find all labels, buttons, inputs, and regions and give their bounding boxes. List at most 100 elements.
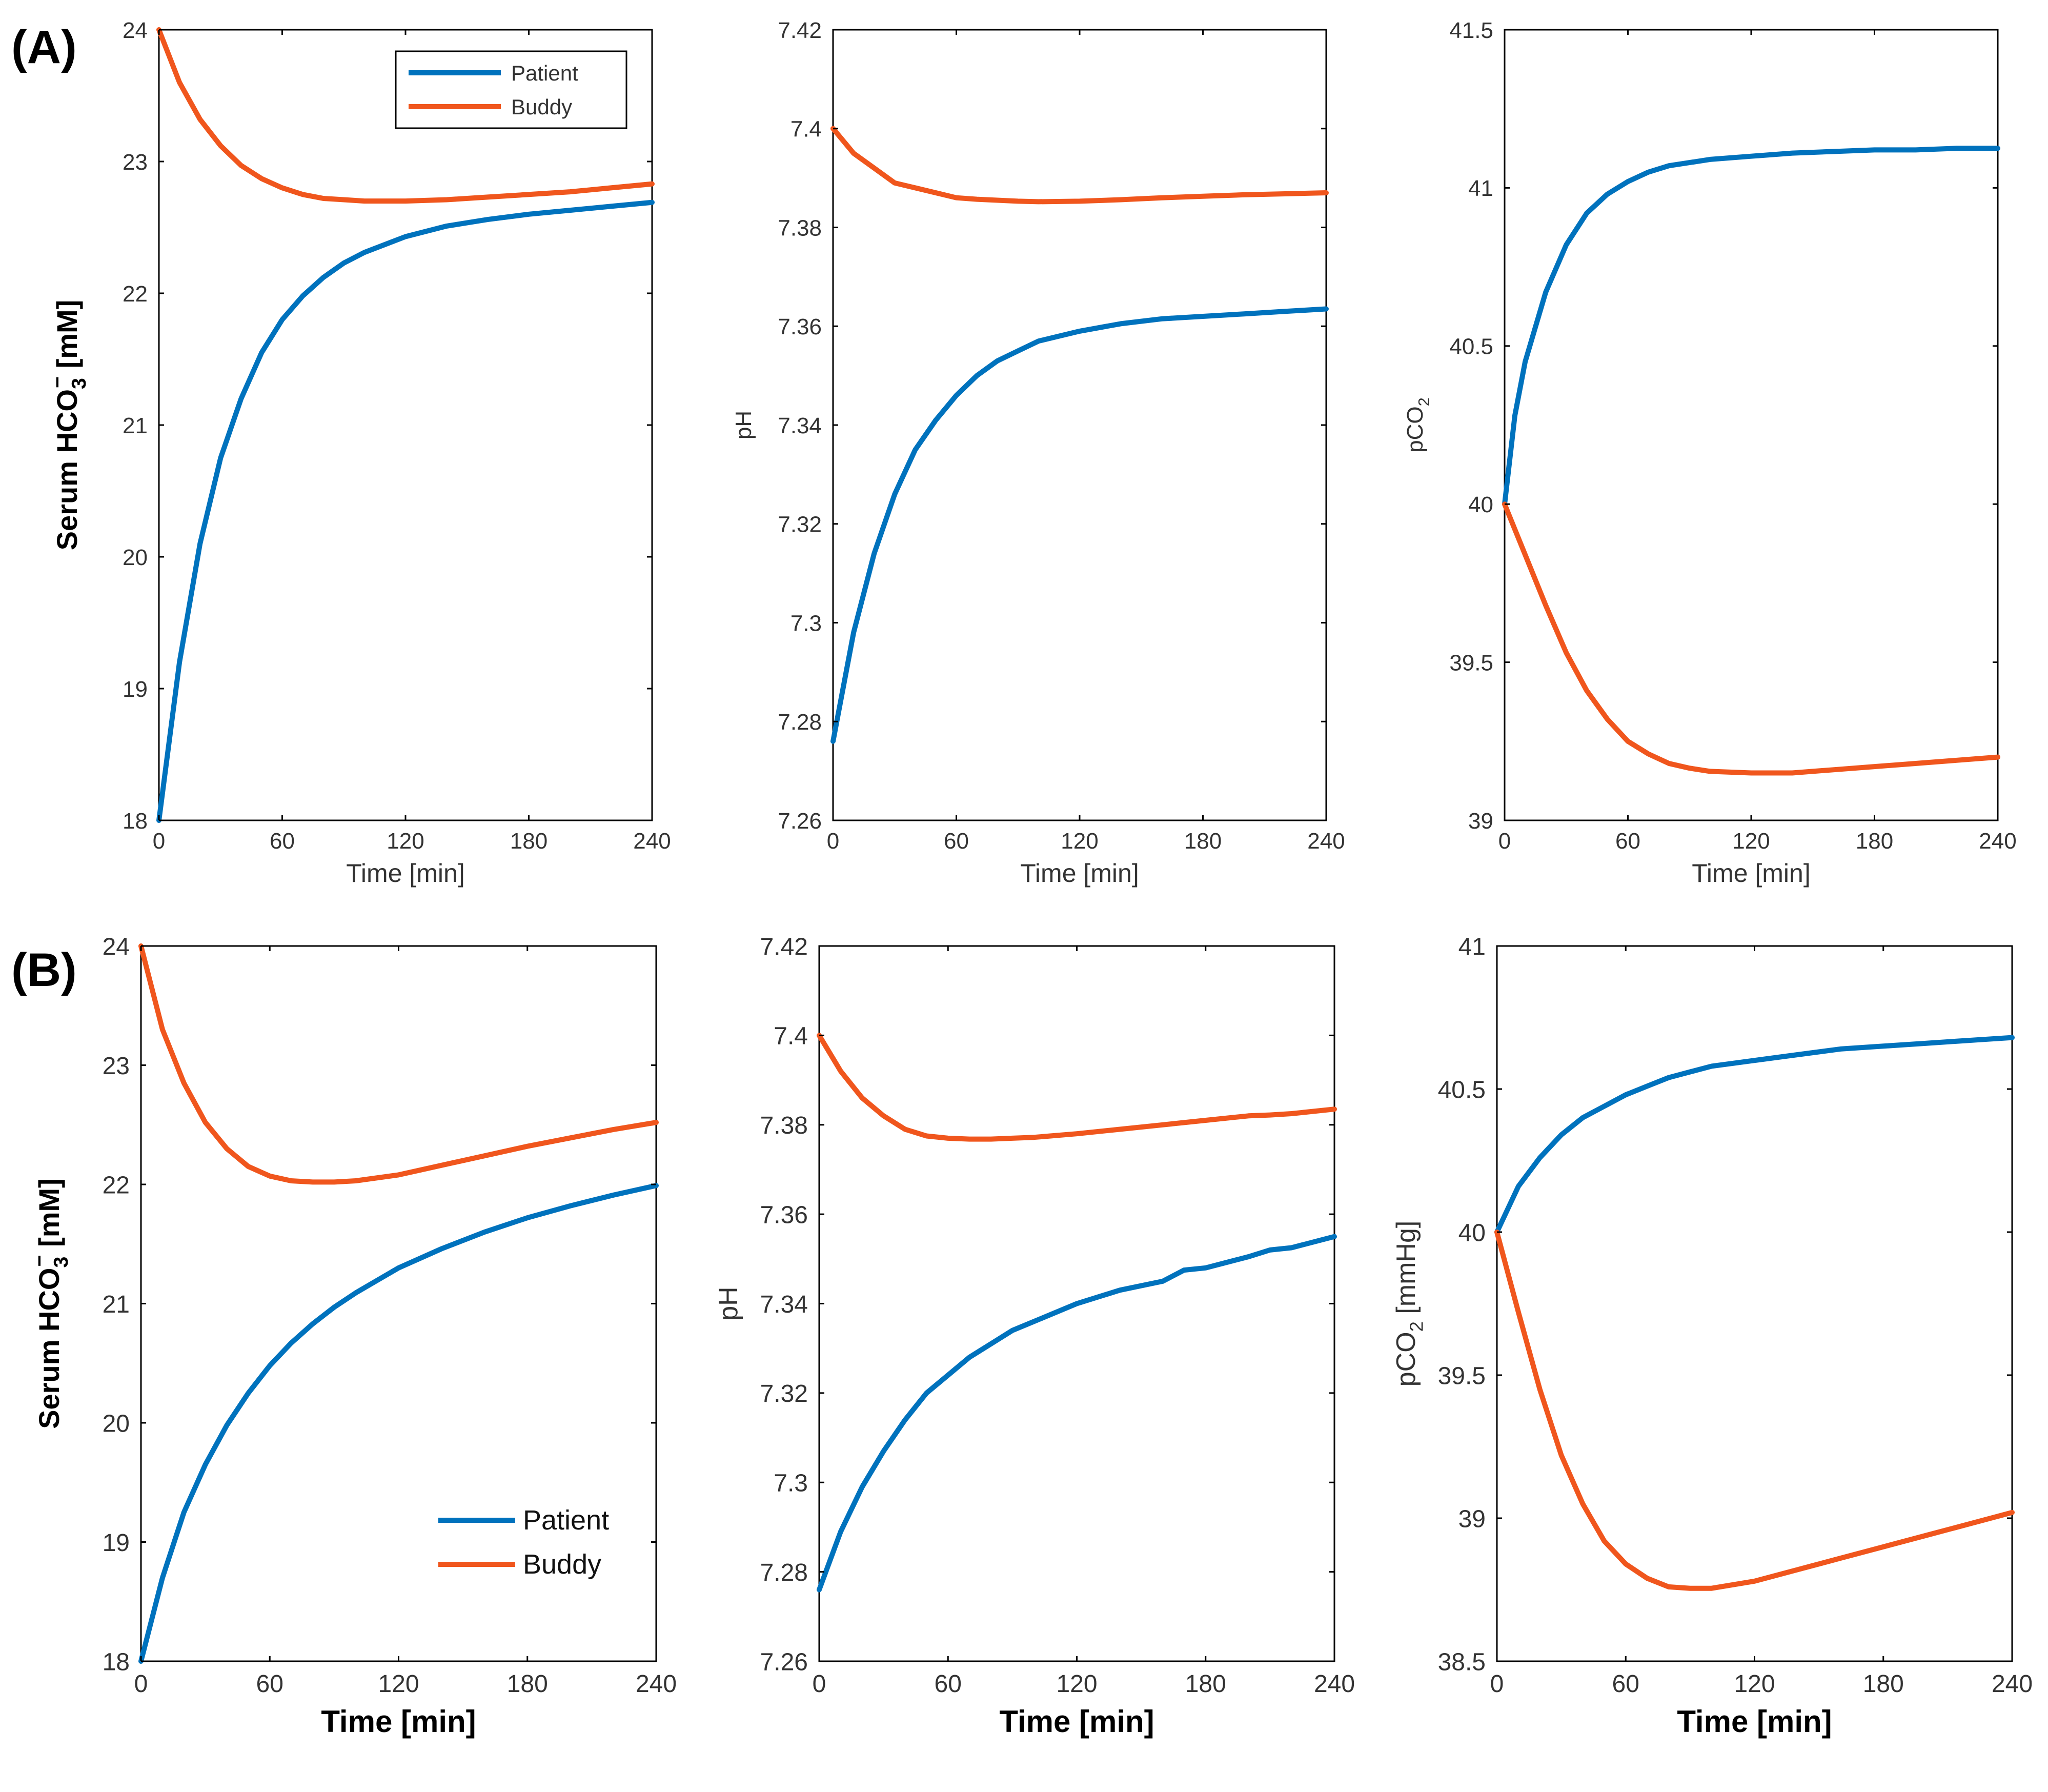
series-line-buddy [1494, 1230, 2015, 1591]
x-tick-label: 240 [1314, 1670, 1355, 1698]
y-tick-label: 7.36 [778, 314, 822, 339]
x-tick-label: 240 [633, 829, 671, 854]
y-tick-label: 19 [123, 677, 148, 702]
series-line-buddy [830, 126, 1329, 205]
chart-3: 0 60 120 180 240 39 39.5 40 40.5 41 41.5 Time [min]… [1403, 18, 2017, 888]
series-line-buddy [817, 1033, 1337, 1142]
x-tick-label: 120 [378, 1670, 419, 1698]
x-tick-label: 0 [827, 829, 839, 854]
y-tick-label: 7.28 [778, 710, 822, 735]
y-tick-label: 39.5 [1438, 1362, 1486, 1390]
y-tick-label: 23 [123, 150, 148, 175]
x-tick-label: 60 [944, 829, 969, 854]
y-tick-label: 39.5 [1449, 650, 1493, 675]
series-line-patient [138, 1183, 659, 1664]
y-tick-label: 21 [103, 1291, 130, 1318]
y-tick-label: 20 [103, 1410, 130, 1437]
y-tick-label: 7.36 [760, 1201, 808, 1229]
x-axis-label: Time [min] [999, 1704, 1154, 1739]
legend-box [395, 50, 627, 129]
y-tick-label: 40 [1468, 492, 1493, 517]
x-axis-label: Time [min] [1677, 1704, 1832, 1739]
x-axis-label: Time [min] [346, 859, 465, 888]
plot-frame [832, 29, 1327, 821]
x-tick-label: 120 [1056, 1670, 1097, 1698]
y-tick-label: 7.34 [778, 413, 822, 438]
y-tick-label: 7.3 [774, 1470, 808, 1497]
y-tick-label: 23 [103, 1053, 130, 1080]
chart-1: 0 60 120 180 240 18 19 20 21 22 23 24 Time [min] Seru… [47, 18, 671, 888]
plot-frame [1496, 945, 2013, 1662]
legend: Patient Buddy [438, 1505, 609, 1580]
x-tick-label: 180 [1184, 829, 1222, 854]
y-tick-label: 41.5 [1449, 18, 1493, 43]
series-line-patient [817, 1234, 1337, 1593]
x-tick-label: 120 [387, 829, 424, 854]
y-tick-label: 39 [1468, 809, 1493, 834]
x-tick-label: 240 [1307, 829, 1345, 854]
series-line-buddy [156, 27, 655, 204]
y-tick-label: 18 [123, 809, 148, 834]
x-tick-label: 60 [1615, 829, 1640, 854]
y-tick-label: 7.38 [760, 1112, 808, 1139]
x-axis-label: Time [min] [1020, 859, 1139, 888]
series-line-patient [1502, 146, 2000, 507]
series-line-patient [156, 199, 655, 823]
y-tick-label: 7.38 [778, 215, 822, 240]
chart-4: 0 60 120 180 240 18 19 20 21 22 23 24 Time [min] Seru… [29, 933, 677, 1739]
x-tick-label: 0 [1498, 829, 1511, 854]
y-axis-label: Serum HCO3− [mM] [29, 1178, 72, 1429]
x-tick-label: 240 [1979, 829, 2016, 854]
y-tick-label: 7.42 [760, 933, 808, 960]
y-tick-label: 24 [123, 18, 148, 43]
y-tick-label: 40.5 [1438, 1076, 1486, 1103]
y-tick-label: 7.4 [790, 117, 822, 142]
y-tick-label: 40.5 [1449, 334, 1493, 359]
panel-label-b: (B) [11, 944, 77, 996]
y-tick-label: 41 [1468, 176, 1493, 201]
x-tick-label: 0 [153, 829, 165, 854]
y-axis-label: pCO2 [1403, 397, 1433, 453]
series-line-buddy [138, 943, 659, 1185]
y-tick-label: 7.32 [760, 1380, 808, 1407]
legend: Patient Buddy [395, 50, 627, 129]
x-tick-label: 180 [1856, 829, 1893, 854]
x-tick-label: 120 [1734, 1670, 1775, 1698]
y-axis-label: Serum HCO3− [mM] [47, 300, 90, 551]
y-axis-label: pCO2 [mmHg] [1391, 1221, 1427, 1387]
legend-label-patient: Patient [511, 61, 578, 85]
y-axis-label: pH [714, 1286, 743, 1320]
x-tick-label: 240 [636, 1670, 677, 1698]
y-tick-label: 7.26 [778, 809, 822, 834]
legend-label-buddy: Buddy [511, 95, 572, 119]
series-line-patient [830, 306, 1329, 744]
x-tick-label: 180 [1863, 1670, 1904, 1698]
y-tick-label: 21 [123, 413, 148, 438]
x-tick-label: 0 [1490, 1670, 1504, 1698]
y-tick-label: 20 [123, 545, 148, 570]
x-tick-label: 120 [1061, 829, 1098, 854]
y-tick-label: 19 [103, 1529, 130, 1557]
x-tick-label: 240 [1992, 1670, 2033, 1698]
chart-5: 0 60 120 180 240 7.26 7.28 7.3 7.32 7.34 7.36 7.38 7… [714, 933, 1355, 1739]
x-tick-label: 60 [270, 829, 295, 854]
y-tick-label: 22 [103, 1172, 130, 1199]
y-tick-label: 41 [1458, 933, 1486, 960]
series-line-buddy [1502, 501, 2000, 776]
x-tick-label: 120 [1732, 829, 1770, 854]
y-tick-label: 7.28 [760, 1559, 808, 1586]
x-tick-label: 180 [1185, 1670, 1226, 1698]
y-tick-label: 7.4 [774, 1023, 808, 1050]
x-tick-label: 180 [507, 1670, 548, 1698]
y-tick-label: 18 [103, 1648, 130, 1676]
y-tick-label: 40 [1458, 1219, 1486, 1246]
y-tick-label: 22 [123, 281, 148, 307]
x-tick-label: 60 [935, 1670, 962, 1698]
y-tick-label: 7.26 [760, 1648, 808, 1676]
chart-2: 0 60 120 180 240 7.26 7.28 7.3 7.32 7.34 7.36 7.38 7… [731, 18, 1345, 888]
x-axis-label: Time [min] [321, 1704, 476, 1739]
panel-label-a: (A) [11, 21, 77, 73]
x-tick-label: 60 [1612, 1670, 1639, 1698]
y-axis-label: pH [731, 411, 756, 439]
